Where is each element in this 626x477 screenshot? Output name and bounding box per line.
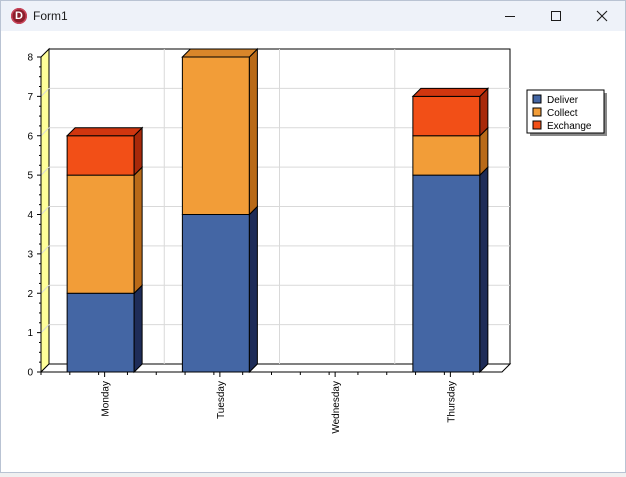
x-tick-label-monday: Monday [101,381,112,417]
close-icon [596,10,608,22]
y-gridline-wall [40,284,50,294]
bar-top-thursday [411,87,490,97]
bar-side-collect-monday [133,165,143,295]
bar-side-deliver-tuesday [248,205,258,374]
window-title: Form1 [33,9,68,23]
y-gridline-wall [40,166,50,176]
bar-top-monday [65,127,144,137]
maximize-icon [551,11,561,21]
x-tick-label-tuesday: Tuesday [216,381,227,419]
bar-deliver-thursday [412,174,481,373]
app-icon-letter: D [15,10,23,22]
y-tick-label: 5 [27,171,33,182]
y-tick-label: 2 [27,289,33,300]
bar-exchange-monday [66,135,135,176]
legend-swatch-exchange [532,120,542,130]
y-tick-label: 6 [27,131,33,142]
y-tick-label: 7 [27,92,33,103]
y-tick-label: 8 [27,53,33,64]
stacked-bar-chart[interactable]: 0 1 2 3 4 5 6 7 8 Monday Tuesday Wednesday Thursday D… [1,31,625,472]
bar-collect-tuesday [181,56,250,215]
legend-swatch-deliver [532,94,542,104]
bar-deliver-monday [66,292,135,373]
y-tick-label: 3 [27,249,33,260]
y-gridline-wall [40,324,50,333]
y-gridline-wall [40,88,50,97]
legend-label-deliver: Deliver [547,95,579,106]
legend-swatch-collect [532,107,542,117]
y-gridline-wall [40,206,50,215]
delphi-app-icon[interactable]: D [11,8,27,24]
y-tick-label: 1 [27,328,33,339]
bar-collect-thursday [412,135,481,176]
bar-collect-monday [66,174,135,294]
y-gridline-wall [40,127,50,137]
bar-side-deliver-thursday [479,165,489,374]
bar-side-collect-tuesday [248,47,258,216]
y-gridline-wall [40,245,50,255]
y-tick-label: 0 [27,368,33,379]
legend-label-exchange: Exchange [547,121,592,132]
form-client-area: 0 1 2 3 4 5 6 7 8 Monday Tuesday Wednesday Thursday D… [1,31,625,472]
bar-side-deliver-monday [133,284,143,374]
bar-exchange-thursday [412,95,481,137]
minimize-icon [505,16,515,17]
title-bar[interactable]: D Form1 [1,1,625,31]
close-button[interactable] [579,1,625,31]
bar-top-tuesday [181,48,259,58]
bar-deliver-tuesday [181,214,250,373]
x-tick-label-thursday: Thursday [446,381,457,423]
legend-label-collect: Collect [547,108,578,119]
y-tick-label: 4 [27,210,33,221]
x-tick-label-wednesday: Wednesday [331,381,342,434]
minimize-button[interactable] [487,1,533,31]
maximize-button[interactable] [533,1,579,31]
